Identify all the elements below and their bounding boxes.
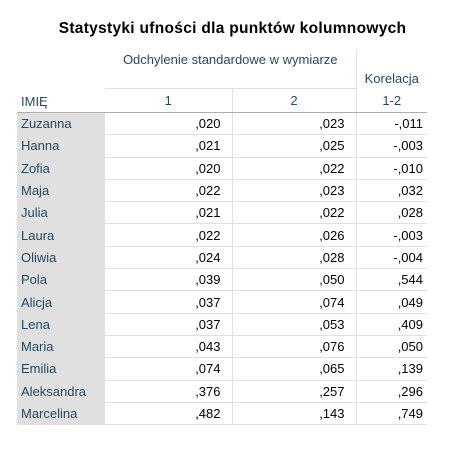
dim1-value-cell: ,043 xyxy=(105,335,232,357)
row-label: Pola xyxy=(17,269,105,291)
row-label: Oliwia xyxy=(17,246,105,268)
correlation-header: Korelacja xyxy=(356,50,427,89)
table-row: Zuzanna ,020,023 -,011 xyxy=(17,113,427,135)
correlation-value-cell: ,028 xyxy=(356,202,427,224)
table-row: Marcelina ,482,143,749 xyxy=(17,402,427,424)
table-row: Laura ,022,026 -,003 xyxy=(17,224,427,246)
dim2-value-cell: ,028 xyxy=(232,246,356,268)
table-row: Oliwia ,024,028 -,004 xyxy=(17,246,427,268)
dim2-value-cell: ,050 xyxy=(232,269,356,291)
dim1-value-cell: ,039 xyxy=(105,269,232,291)
row-label: Zofia xyxy=(17,157,105,179)
row-label: Lena xyxy=(17,313,105,335)
row-header-label: IMIĘ xyxy=(17,50,105,113)
row-label: Maria xyxy=(17,335,105,357)
correlation-value-cell: -,004 xyxy=(356,246,427,268)
table-row: Maja ,022,023,032 xyxy=(17,179,427,201)
row-label: Zuzanna xyxy=(17,113,105,135)
table-row: Pola ,039,050,544 xyxy=(17,269,427,291)
correlation-value-cell: -,011 xyxy=(356,113,427,135)
dim2-value-cell: ,023 xyxy=(232,113,356,135)
dim2-value-cell: ,074 xyxy=(232,291,356,313)
correlation-value-cell: -,003 xyxy=(356,135,427,157)
table-row: Maria ,043,076,050 xyxy=(17,335,427,357)
dim1-value-cell: ,020 xyxy=(105,113,232,135)
row-label: Maja xyxy=(17,179,105,201)
dim1-value-cell: ,022 xyxy=(105,224,232,246)
table-row: Aleksandra ,376,257,296 xyxy=(17,380,427,402)
dim1-value-cell: ,074 xyxy=(105,358,232,380)
correlation-value-cell: ,049 xyxy=(356,291,427,313)
dim1-value-cell: ,020 xyxy=(105,157,232,179)
dim1-value-cell: ,021 xyxy=(105,135,232,157)
dim2-value-cell: ,143 xyxy=(232,402,356,424)
table-title: Statystyki ufności dla punktów kolumnowy… xyxy=(0,20,465,38)
row-label: Julia xyxy=(17,202,105,224)
dim2-value-cell: ,022 xyxy=(232,202,356,224)
dim2-value-cell: ,023 xyxy=(232,179,356,201)
dim2-value-cell: ,053 xyxy=(232,313,356,335)
dim2-value-cell: ,076 xyxy=(232,335,356,357)
dim2-value-cell: ,022 xyxy=(232,157,356,179)
correlation-value-cell: ,544 xyxy=(356,269,427,291)
dim1-value-cell: ,376 xyxy=(105,380,232,402)
row-label: Laura xyxy=(17,224,105,246)
row-label: Aleksandra xyxy=(17,380,105,402)
dim1-value-cell: ,024 xyxy=(105,246,232,268)
correlation-value-cell: -,010 xyxy=(356,157,427,179)
dim1-value-cell: ,037 xyxy=(105,291,232,313)
dim2-value-cell: ,026 xyxy=(232,224,356,246)
dim1-value-cell: ,482 xyxy=(105,402,232,424)
dim2-value-cell: ,025 xyxy=(232,135,356,157)
dim1-value-cell: ,037 xyxy=(105,313,232,335)
dimension-1-header: 1 xyxy=(105,89,232,113)
row-label: Marcelina xyxy=(17,402,105,424)
dim1-value-cell: ,021 xyxy=(105,202,232,224)
dim1-value-cell: ,022 xyxy=(105,179,232,201)
dim2-value-cell: ,065 xyxy=(232,358,356,380)
correlation-value-cell: ,139 xyxy=(356,358,427,380)
row-label: Emilia xyxy=(17,358,105,380)
table-body: Zuzanna ,020,023 -,011 Hanna ,021,025 -,003 Zo… xyxy=(17,113,427,425)
std-dev-group-header: Odchylenie standardowe w wymiarze xyxy=(105,50,356,89)
table-row: Alicja ,037,074,049 xyxy=(17,291,427,313)
correlation-value-cell: ,032 xyxy=(356,179,427,201)
table-row: Emilia ,074,065,139 xyxy=(17,358,427,380)
correlation-value-cell: ,749 xyxy=(356,402,427,424)
row-label: Alicja xyxy=(17,291,105,313)
correlation-value-cell: ,050 xyxy=(356,335,427,357)
correlation-value-cell: -,003 xyxy=(356,224,427,246)
row-label: Hanna xyxy=(17,135,105,157)
dimension-2-header: 2 xyxy=(232,89,356,113)
table-row: Lena ,037,053,409 xyxy=(17,313,427,335)
correlation-value-cell: ,296 xyxy=(356,380,427,402)
correlation-value-cell: ,409 xyxy=(356,313,427,335)
correlation-1-2-header: 1-2 xyxy=(356,89,427,113)
table-row: Zofia ,020,022 -,010 xyxy=(17,157,427,179)
dim2-value-cell: ,257 xyxy=(232,380,356,402)
table-row: Hanna ,021,025 -,003 xyxy=(17,135,427,157)
table-row: Julia ,021,022,028 xyxy=(17,202,427,224)
confidence-statistics-table: IMIĘ Odchylenie standardowe w wymiarze K… xyxy=(17,50,427,425)
